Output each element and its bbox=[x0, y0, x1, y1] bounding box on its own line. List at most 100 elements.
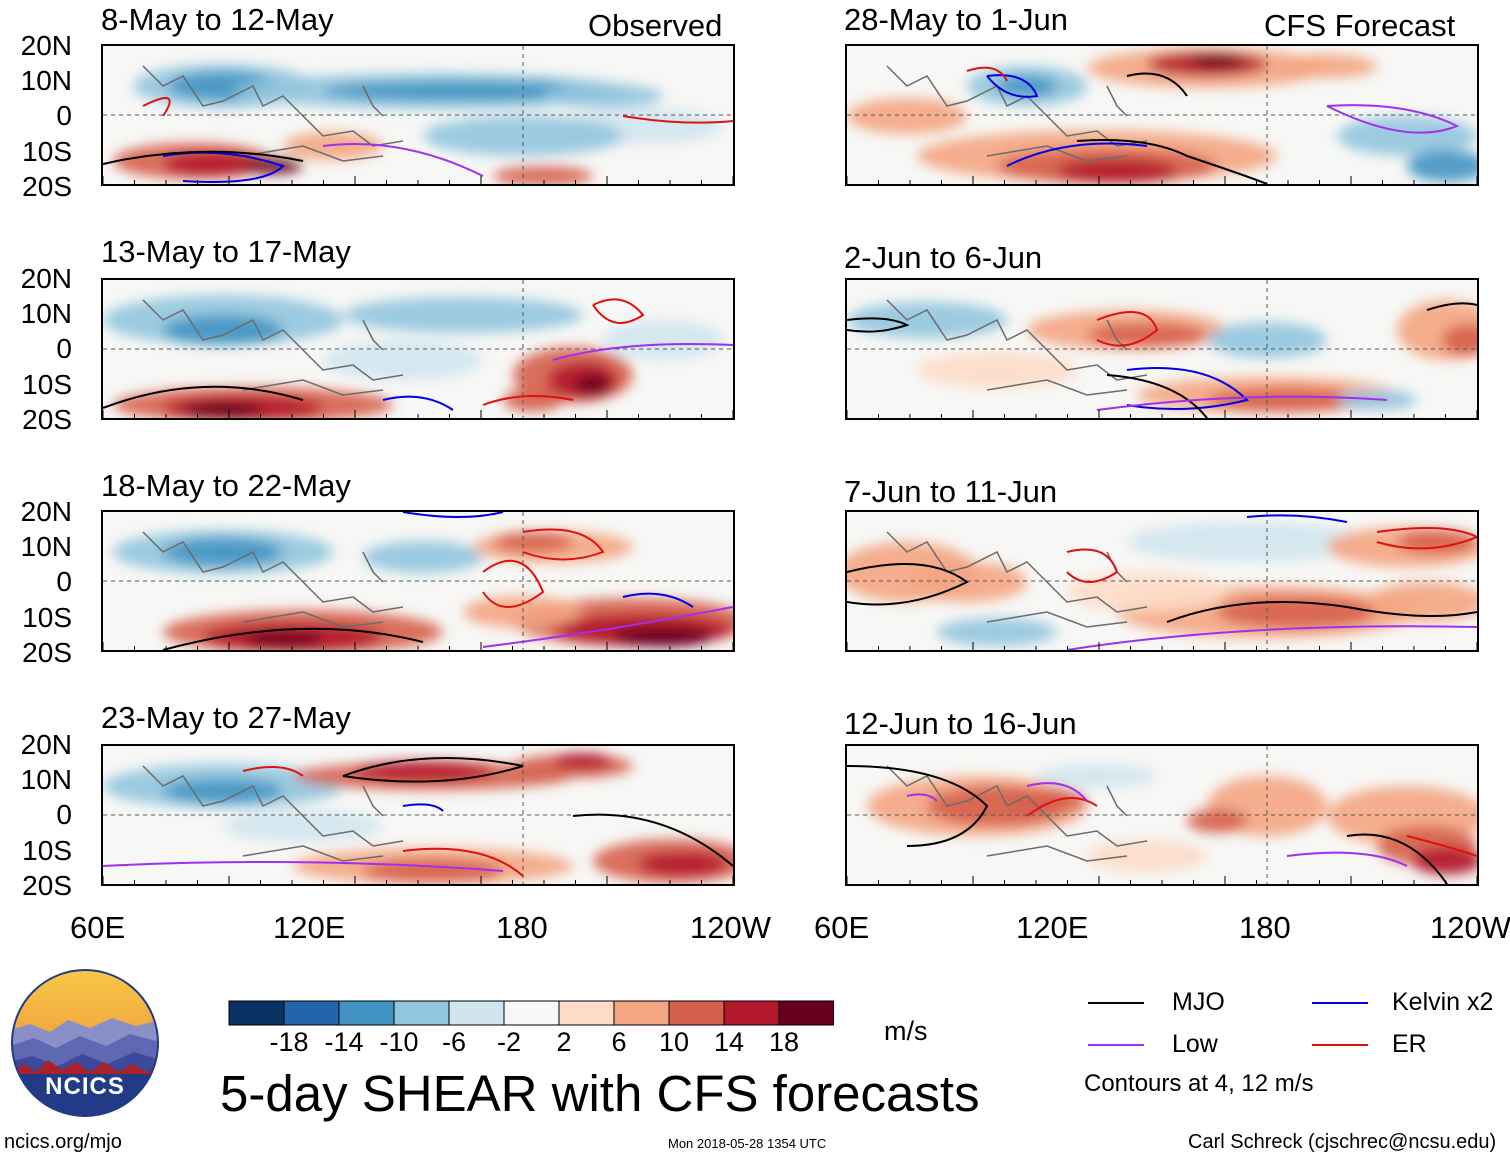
lat-label: 0 bbox=[56, 799, 72, 830]
wave-contour bbox=[1126, 72, 1188, 97]
shear-anomaly-blob bbox=[1127, 522, 1367, 562]
lon-label-left-120e: 120E bbox=[273, 910, 346, 945]
panel-title-7: 7-Jun to 11-Jun bbox=[844, 474, 1058, 509]
wave-contour bbox=[1286, 851, 1408, 867]
colorbar-swatch bbox=[558, 1000, 615, 1026]
shear-anomaly-blob bbox=[243, 158, 303, 174]
coastline bbox=[142, 765, 404, 862]
wave-contour bbox=[847, 765, 989, 847]
shear-anomaly-blob bbox=[575, 375, 611, 395]
lon-label-left-120w: 120W bbox=[690, 910, 771, 945]
coastline bbox=[142, 299, 404, 396]
colorbar-swatch bbox=[228, 1000, 285, 1026]
wave-contour bbox=[1096, 311, 1159, 347]
wave-contour bbox=[482, 395, 574, 406]
colorbar-units: m/s bbox=[884, 1016, 928, 1046]
wave-contour bbox=[1246, 514, 1348, 523]
colorbar-swatch bbox=[503, 1000, 560, 1026]
panel-tag-cfs-forecast: CFS Forecast bbox=[1264, 8, 1456, 43]
shear-anomaly-blob bbox=[223, 810, 383, 842]
colorbar-label: 18 bbox=[768, 1027, 800, 1057]
wave-contour bbox=[103, 150, 304, 165]
legend-label-er: ER bbox=[1392, 1030, 1427, 1058]
legend-line-low bbox=[1088, 1044, 1144, 1046]
wave-contour bbox=[622, 115, 733, 124]
shear-anomaly-blob bbox=[1442, 324, 1477, 356]
wave-contour bbox=[622, 592, 694, 608]
panel-title-5: 28-May to 1-Jun bbox=[844, 2, 1068, 37]
wave-contour bbox=[142, 97, 171, 117]
lat-label: 10S bbox=[22, 602, 72, 633]
colorbar-swatch bbox=[723, 1000, 780, 1026]
legend-label-kelvin: Kelvin x2 bbox=[1392, 988, 1494, 1016]
coastline bbox=[886, 765, 1148, 862]
lat-label: 20N bbox=[20, 30, 72, 61]
coastline bbox=[142, 531, 404, 628]
colorbar-swatch bbox=[668, 1000, 725, 1026]
lat-label: 10S bbox=[22, 835, 72, 866]
shear-anomaly-blob bbox=[613, 627, 713, 647]
shear-anomaly-blob bbox=[493, 166, 593, 184]
shear-anomaly-blob bbox=[183, 402, 263, 418]
lon-label-right-60e: 60E bbox=[814, 910, 870, 945]
shear-anomaly-blob bbox=[1187, 809, 1247, 833]
lat-label: 10N bbox=[20, 298, 72, 329]
legend-line-er bbox=[1312, 1044, 1368, 1046]
wave-contour bbox=[592, 298, 645, 324]
figure-title: 5-day SHEAR with CFS forecasts bbox=[220, 1065, 980, 1122]
shear-anomaly-blob bbox=[163, 315, 283, 345]
shear-map-panel-3 bbox=[101, 510, 735, 652]
wave-contour bbox=[342, 757, 524, 783]
shear-map-panel-6 bbox=[845, 278, 1479, 420]
wave-contour bbox=[1096, 395, 1388, 411]
shear-anomaly-blob bbox=[163, 152, 263, 176]
site-link[interactable]: ncics.org/mjo bbox=[4, 1131, 122, 1153]
shear-anomaly-blob bbox=[1367, 582, 1477, 622]
lat-label: 20S bbox=[22, 171, 72, 202]
colorbar-label: 2 bbox=[556, 1027, 572, 1057]
wave-contour bbox=[1066, 548, 1119, 583]
shear-anomaly-blob bbox=[163, 538, 283, 566]
panel-tag-observed: Observed bbox=[588, 8, 723, 43]
shear-anomaly-blob bbox=[997, 76, 1057, 96]
lon-label-right-180: 180 bbox=[1239, 910, 1291, 945]
shear-anomaly-blob bbox=[1087, 840, 1207, 872]
coastline bbox=[886, 65, 1148, 162]
colorbar-swatch bbox=[283, 1000, 340, 1026]
wave-contour bbox=[402, 803, 444, 812]
wave-contour bbox=[906, 793, 938, 802]
lat-label: 20S bbox=[22, 404, 72, 435]
colorbar-swatch bbox=[613, 1000, 670, 1026]
lat-label: 20S bbox=[22, 870, 72, 901]
wave-contour bbox=[1326, 104, 1460, 134]
shear-anomaly-blob bbox=[1067, 572, 1227, 612]
shear-anomaly-blob bbox=[1407, 150, 1477, 182]
lon-label-left-60e: 60E bbox=[70, 910, 126, 945]
colorbar-label: 10 bbox=[658, 1027, 690, 1057]
wave-contour bbox=[1106, 374, 1208, 418]
shear-anomaly-blob bbox=[1277, 54, 1377, 78]
wave-contour bbox=[402, 512, 504, 518]
colorbar-label: -14 bbox=[324, 1027, 364, 1057]
coastline bbox=[886, 299, 1148, 396]
shear-map-panel-8 bbox=[845, 744, 1479, 886]
shear-anomaly-blob bbox=[847, 98, 967, 134]
shear-anomaly-blob bbox=[553, 753, 613, 769]
shear-anomaly-blob bbox=[603, 320, 723, 360]
colorbar-swatch bbox=[778, 1000, 834, 1026]
wave-contour bbox=[522, 528, 605, 561]
shear-anomaly-blob bbox=[163, 779, 283, 803]
wave-contour bbox=[552, 343, 733, 361]
colorbar-label: -2 bbox=[496, 1027, 521, 1057]
shear-anomaly-blob bbox=[1217, 596, 1377, 628]
shear-anomaly-blob bbox=[1192, 54, 1242, 68]
legend-label-mjo: MJO bbox=[1172, 988, 1225, 1016]
lon-label-left-180: 180 bbox=[496, 910, 548, 945]
ncics-logo: NCICS bbox=[11, 969, 159, 1117]
lat-label: 0 bbox=[56, 566, 72, 597]
colorbar-label: -10 bbox=[379, 1027, 419, 1057]
shear-anomaly-blob bbox=[363, 541, 483, 573]
colorbar-swatch bbox=[448, 1000, 505, 1026]
shear-anomaly-blob bbox=[937, 618, 1057, 646]
wave-contour bbox=[1376, 527, 1477, 550]
